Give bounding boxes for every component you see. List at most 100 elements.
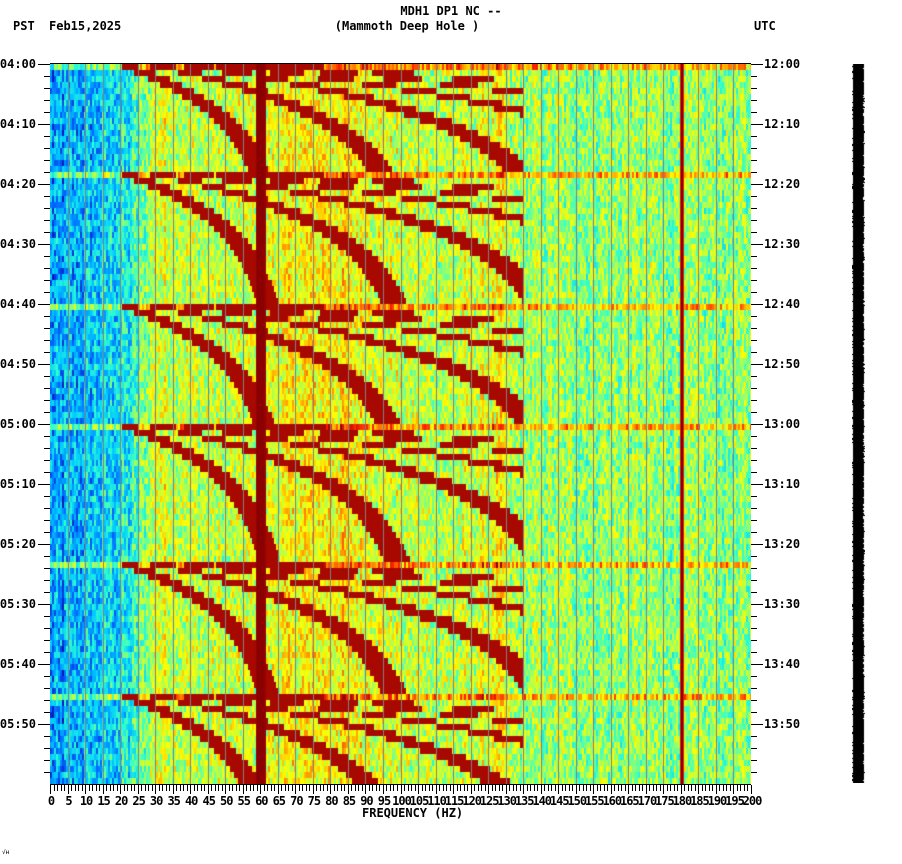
y-tick-right (751, 148, 757, 149)
x-tick (134, 785, 135, 791)
x-tick (653, 785, 654, 791)
y-tick-left (44, 460, 50, 461)
y-tick-left (44, 436, 50, 437)
x-tick (358, 785, 359, 791)
x-tick (89, 785, 90, 791)
y-tick-label-left: 04:50 (0, 357, 36, 371)
y-tick-left (44, 472, 50, 473)
y-tick-left (44, 520, 50, 521)
y-tick-right (751, 748, 757, 749)
x-tick (544, 785, 545, 791)
y-tick-left (38, 64, 50, 65)
x-tick (562, 785, 563, 791)
x-tick (534, 785, 535, 791)
y-tick-label-right: 13:40 (764, 657, 801, 671)
x-tick (292, 785, 293, 791)
x-tick (166, 785, 167, 791)
x-tick-label: 50 (220, 794, 233, 808)
x-tick (600, 785, 601, 791)
y-tick-right (751, 424, 763, 425)
y-tick-label-left: 05:30 (0, 597, 36, 611)
x-tick (492, 785, 493, 791)
y-tick-left (44, 688, 50, 689)
y-tick-right (751, 436, 757, 437)
x-tick (537, 785, 538, 791)
y-tick-label-right: 12:40 (764, 297, 801, 311)
y-tick-right (751, 64, 763, 65)
y-tick-left (38, 304, 50, 305)
x-tick (159, 785, 160, 791)
x-tick (425, 785, 426, 791)
x-tick (702, 785, 703, 791)
x-tick (390, 785, 391, 791)
y-tick-label-left: 04:30 (0, 237, 36, 251)
x-tick-label: 65 (272, 794, 286, 808)
x-tick-label: 70 (290, 794, 303, 808)
x-tick (467, 785, 468, 791)
x-tick-label: 170 (637, 794, 658, 808)
x-tick-label: 60 (255, 794, 268, 808)
y-tick-left (44, 508, 50, 509)
x-tick (194, 785, 195, 791)
x-tick (751, 785, 752, 794)
x-tick (411, 785, 412, 791)
y-tick-right (751, 112, 757, 113)
x-tick (705, 785, 706, 791)
y-tick-left (44, 88, 50, 89)
x-tick (236, 785, 237, 791)
x-tick (162, 785, 163, 791)
y-tick-right (751, 136, 757, 137)
y-tick-right (751, 340, 757, 341)
x-tick (334, 785, 335, 791)
y-tick-left (44, 448, 50, 449)
x-tick (628, 785, 629, 794)
y-tick-left (38, 364, 50, 365)
x-tick (555, 785, 556, 791)
x-tick (548, 785, 549, 791)
x-tick (401, 785, 402, 794)
y-tick-right (751, 736, 757, 737)
x-tick-label: 135 (514, 794, 535, 808)
x-tick-label: 75 (307, 794, 321, 808)
y-tick-left (44, 136, 50, 137)
x-tick-label: 180 (672, 794, 693, 808)
y-tick-label-right: 12:30 (764, 237, 801, 251)
x-tick (264, 785, 265, 791)
x-tick (243, 785, 244, 794)
x-tick (436, 785, 437, 794)
y-tick-left (44, 568, 50, 569)
x-tick-label: 195 (725, 794, 745, 808)
y-tick-right (751, 724, 763, 725)
y-tick-label-left: 04:20 (0, 177, 36, 191)
x-tick-label: 110 (427, 794, 447, 808)
x-tick (625, 785, 626, 791)
x-tick (379, 785, 380, 791)
y-tick-right (751, 472, 757, 473)
x-tick (96, 785, 97, 791)
y-tick-left (38, 244, 50, 245)
x-tick (639, 785, 640, 791)
y-tick-right (751, 604, 763, 605)
x-tick (593, 785, 594, 794)
y-tick-right (751, 364, 763, 365)
x-tick-label: 20 (114, 794, 128, 808)
y-tick-left (38, 664, 50, 665)
x-tick-label: 40 (184, 794, 198, 808)
x-tick (460, 785, 461, 791)
x-axis-label: FREQUENCY (HZ) (362, 806, 464, 820)
y-tick-right (751, 664, 763, 665)
x-tick (604, 785, 605, 791)
x-tick (691, 785, 692, 791)
x-tick (408, 785, 409, 791)
y-tick-right (751, 304, 763, 305)
x-tick-label: 140 (532, 794, 552, 808)
x-tick-label: 45 (202, 794, 215, 808)
x-tick (299, 785, 300, 791)
y-tick-left (38, 184, 50, 185)
x-tick-label: 55 (237, 794, 251, 808)
y-tick-left (38, 424, 50, 425)
x-tick (677, 785, 678, 791)
y-tick-label-left: 05:50 (0, 717, 36, 731)
spectrogram-canvas (50, 64, 751, 784)
x-tick (239, 785, 240, 791)
